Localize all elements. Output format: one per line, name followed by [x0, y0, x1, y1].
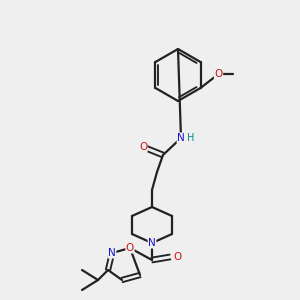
Text: N: N — [177, 133, 185, 143]
Text: O: O — [174, 252, 182, 262]
Text: O: O — [126, 243, 134, 253]
Text: N: N — [148, 238, 156, 248]
Text: N: N — [108, 248, 116, 258]
Text: H: H — [187, 133, 195, 143]
Text: O: O — [214, 69, 223, 79]
Text: O: O — [139, 142, 147, 152]
